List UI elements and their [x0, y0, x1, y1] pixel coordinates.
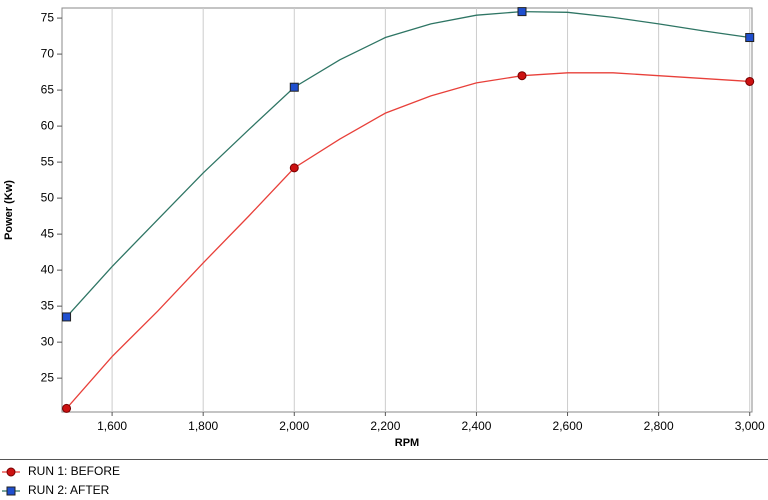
marker	[745, 76, 755, 86]
marker	[517, 71, 527, 81]
x-tick-label: 1,800	[188, 419, 218, 433]
x-tick-label: 2,600	[553, 419, 583, 433]
legend-label: RUN 1: BEFORE	[28, 464, 120, 478]
y-tick-label: 70	[41, 46, 55, 60]
marker	[62, 312, 72, 322]
x-tick-label: 2,000	[279, 419, 309, 433]
y-tick-label: 55	[41, 154, 55, 168]
y-tick-label: 65	[41, 82, 55, 96]
y-tick-label: 45	[41, 226, 55, 240]
y-tick-label: 35	[41, 298, 55, 312]
x-tick-label: 2,400	[461, 419, 491, 433]
y-axis-label: Power (Kw)	[3, 180, 15, 240]
y-tick-label: 25	[41, 370, 55, 384]
y-tick-label: 75	[41, 10, 55, 24]
marker	[289, 82, 299, 92]
x-tick-label: 1,600	[97, 419, 127, 433]
marker	[289, 163, 299, 173]
legend-marker	[6, 467, 16, 477]
series-line	[66, 72, 750, 409]
y-tick-label: 60	[41, 118, 55, 132]
legend-label: RUN 2: AFTER	[28, 483, 110, 497]
x-tick-label: 3,000	[735, 419, 765, 433]
marker	[62, 403, 72, 413]
marker	[745, 33, 755, 43]
y-tick-label: 40	[41, 262, 55, 276]
marker	[517, 7, 527, 17]
plot-area	[61, 7, 753, 413]
series-line	[66, 10, 750, 318]
x-tick-label: 2,800	[644, 419, 674, 433]
x-tick-label: 2,200	[370, 419, 400, 433]
y-tick-label: 50	[41, 190, 55, 204]
x-axis-label: RPM	[395, 437, 419, 449]
legend-marker	[6, 486, 16, 496]
y-tick-label: 30	[41, 334, 55, 348]
